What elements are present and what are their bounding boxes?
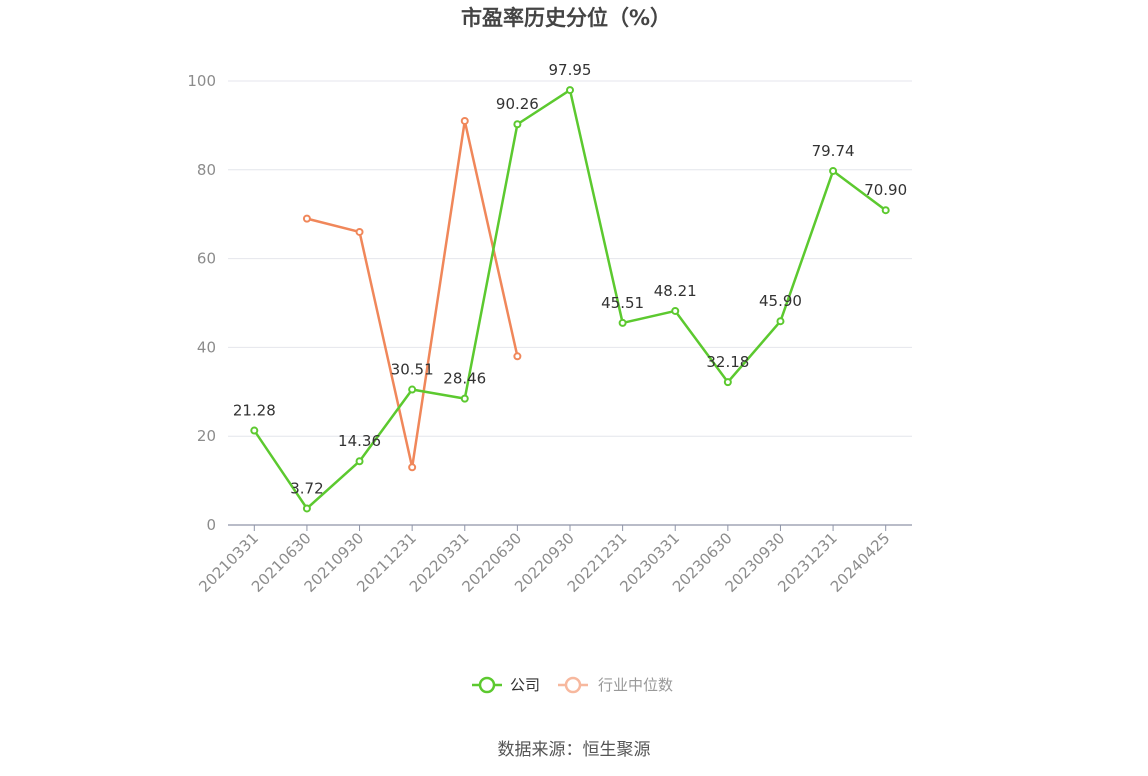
industry-median-point [302, 214, 311, 223]
company-point [829, 166, 838, 175]
legend-label: 行业中位数 [598, 676, 673, 694]
legend-industry-median[interactable]: 行业中位数 [558, 676, 673, 694]
data-label: 32.18 [706, 353, 749, 371]
company-point [881, 206, 890, 215]
data-source: 数据来源：恒生聚源 [498, 740, 651, 760]
industry-median-point [513, 352, 522, 361]
y-tick-label: 80 [197, 161, 216, 179]
industry-median-point [460, 116, 469, 125]
data-label: 48.21 [654, 282, 697, 300]
y-tick-label: 0 [206, 516, 216, 534]
data-label: 45.51 [601, 294, 644, 312]
legend-marker-icon [478, 676, 496, 694]
data-label: 14.36 [338, 432, 381, 450]
company-point [250, 426, 259, 435]
data-label: 97.95 [549, 61, 592, 79]
data-label: 28.46 [443, 370, 486, 388]
company-point [723, 378, 732, 387]
company-point [776, 317, 785, 326]
company-point [566, 86, 574, 95]
industry-median-point [408, 463, 417, 472]
company-point [302, 504, 311, 513]
company-point [355, 457, 364, 466]
company-point [460, 394, 469, 403]
data-label: 30.51 [391, 361, 434, 379]
company-point [408, 385, 417, 394]
data-label: 79.74 [812, 142, 855, 160]
y-tick-label: 100 [187, 72, 216, 90]
company-point [671, 306, 680, 315]
industry-median-point [355, 227, 364, 236]
chart-title: 市盈率历史分位（%） [461, 6, 671, 30]
company-point [513, 120, 522, 129]
y-tick-label: 60 [197, 250, 216, 268]
data-label: 70.90 [864, 181, 907, 199]
y-tick-label: 40 [197, 338, 216, 356]
y-tick-label: 20 [197, 427, 216, 445]
data-label: 90.26 [496, 95, 539, 113]
legend-marker-icon [564, 676, 582, 694]
legend-company[interactable]: 公司 [472, 676, 540, 694]
data-label: 21.28 [233, 402, 276, 420]
data-label: 45.90 [759, 292, 802, 310]
data-label: 3.72 [290, 479, 323, 497]
legend-label: 公司 [510, 676, 540, 694]
company-point [618, 318, 627, 327]
